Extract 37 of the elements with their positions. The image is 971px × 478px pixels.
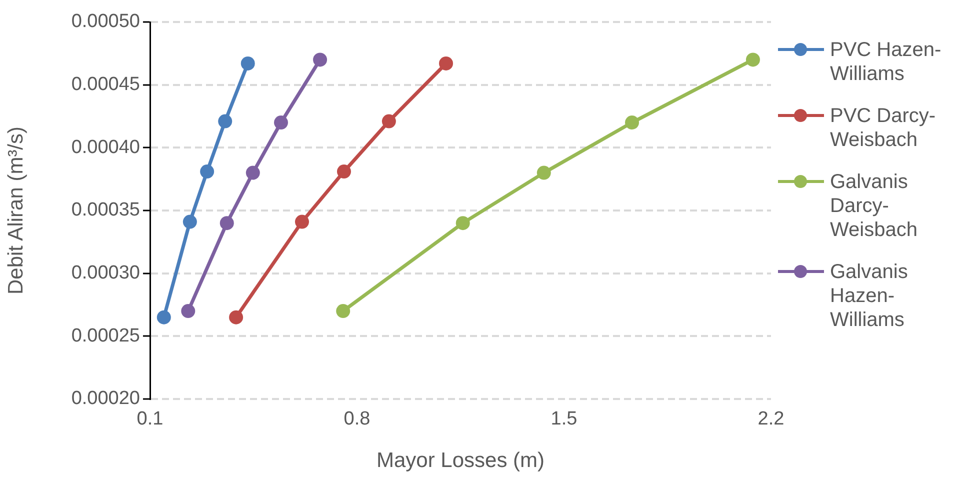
point — [625, 116, 640, 130]
point — [382, 114, 396, 128]
y-tick-label: 0.00025 — [71, 325, 140, 346]
point — [181, 304, 196, 318]
y-axis-title: Debit Aliran (m³/s) — [4, 126, 28, 295]
y-tick-label: 0.00035 — [71, 200, 140, 221]
point — [294, 214, 309, 229]
point — [439, 56, 454, 70]
point — [746, 52, 760, 67]
point — [336, 304, 350, 318]
point — [240, 56, 255, 70]
legend-label: PVC Hazen-Williams — [830, 38, 942, 86]
point — [274, 116, 288, 130]
point — [336, 164, 351, 179]
point — [456, 216, 470, 230]
x-tick-label: 2.2 — [758, 408, 784, 430]
legend-label: Galvanis Darcy-Weisbach — [830, 170, 918, 242]
point — [220, 216, 234, 230]
y-tick-label: 0.00030 — [71, 262, 140, 284]
legend-label: Galvanis Hazen-Williams — [830, 260, 909, 332]
point — [156, 310, 171, 324]
legend-label: PVC Darcy-Weisbach — [830, 104, 937, 152]
x-tick-label: 0.8 — [344, 408, 370, 430]
point — [229, 310, 244, 324]
y-tick-label: 0.00050 — [71, 11, 140, 32]
x-tick-label: 1.5 — [550, 408, 578, 430]
y-tick-label: 0.00040 — [71, 136, 140, 158]
point — [218, 114, 232, 128]
y-tick-label: 0.00020 — [71, 388, 140, 410]
y-tick-label: 0.00045 — [71, 74, 140, 96]
point — [246, 166, 260, 180]
point — [313, 52, 328, 67]
x-axis-title: Mayor Losses (m) — [376, 449, 545, 472]
point — [182, 214, 197, 229]
point — [536, 166, 551, 180]
x-tick-label: 0.1 — [136, 408, 164, 430]
point — [200, 164, 214, 179]
